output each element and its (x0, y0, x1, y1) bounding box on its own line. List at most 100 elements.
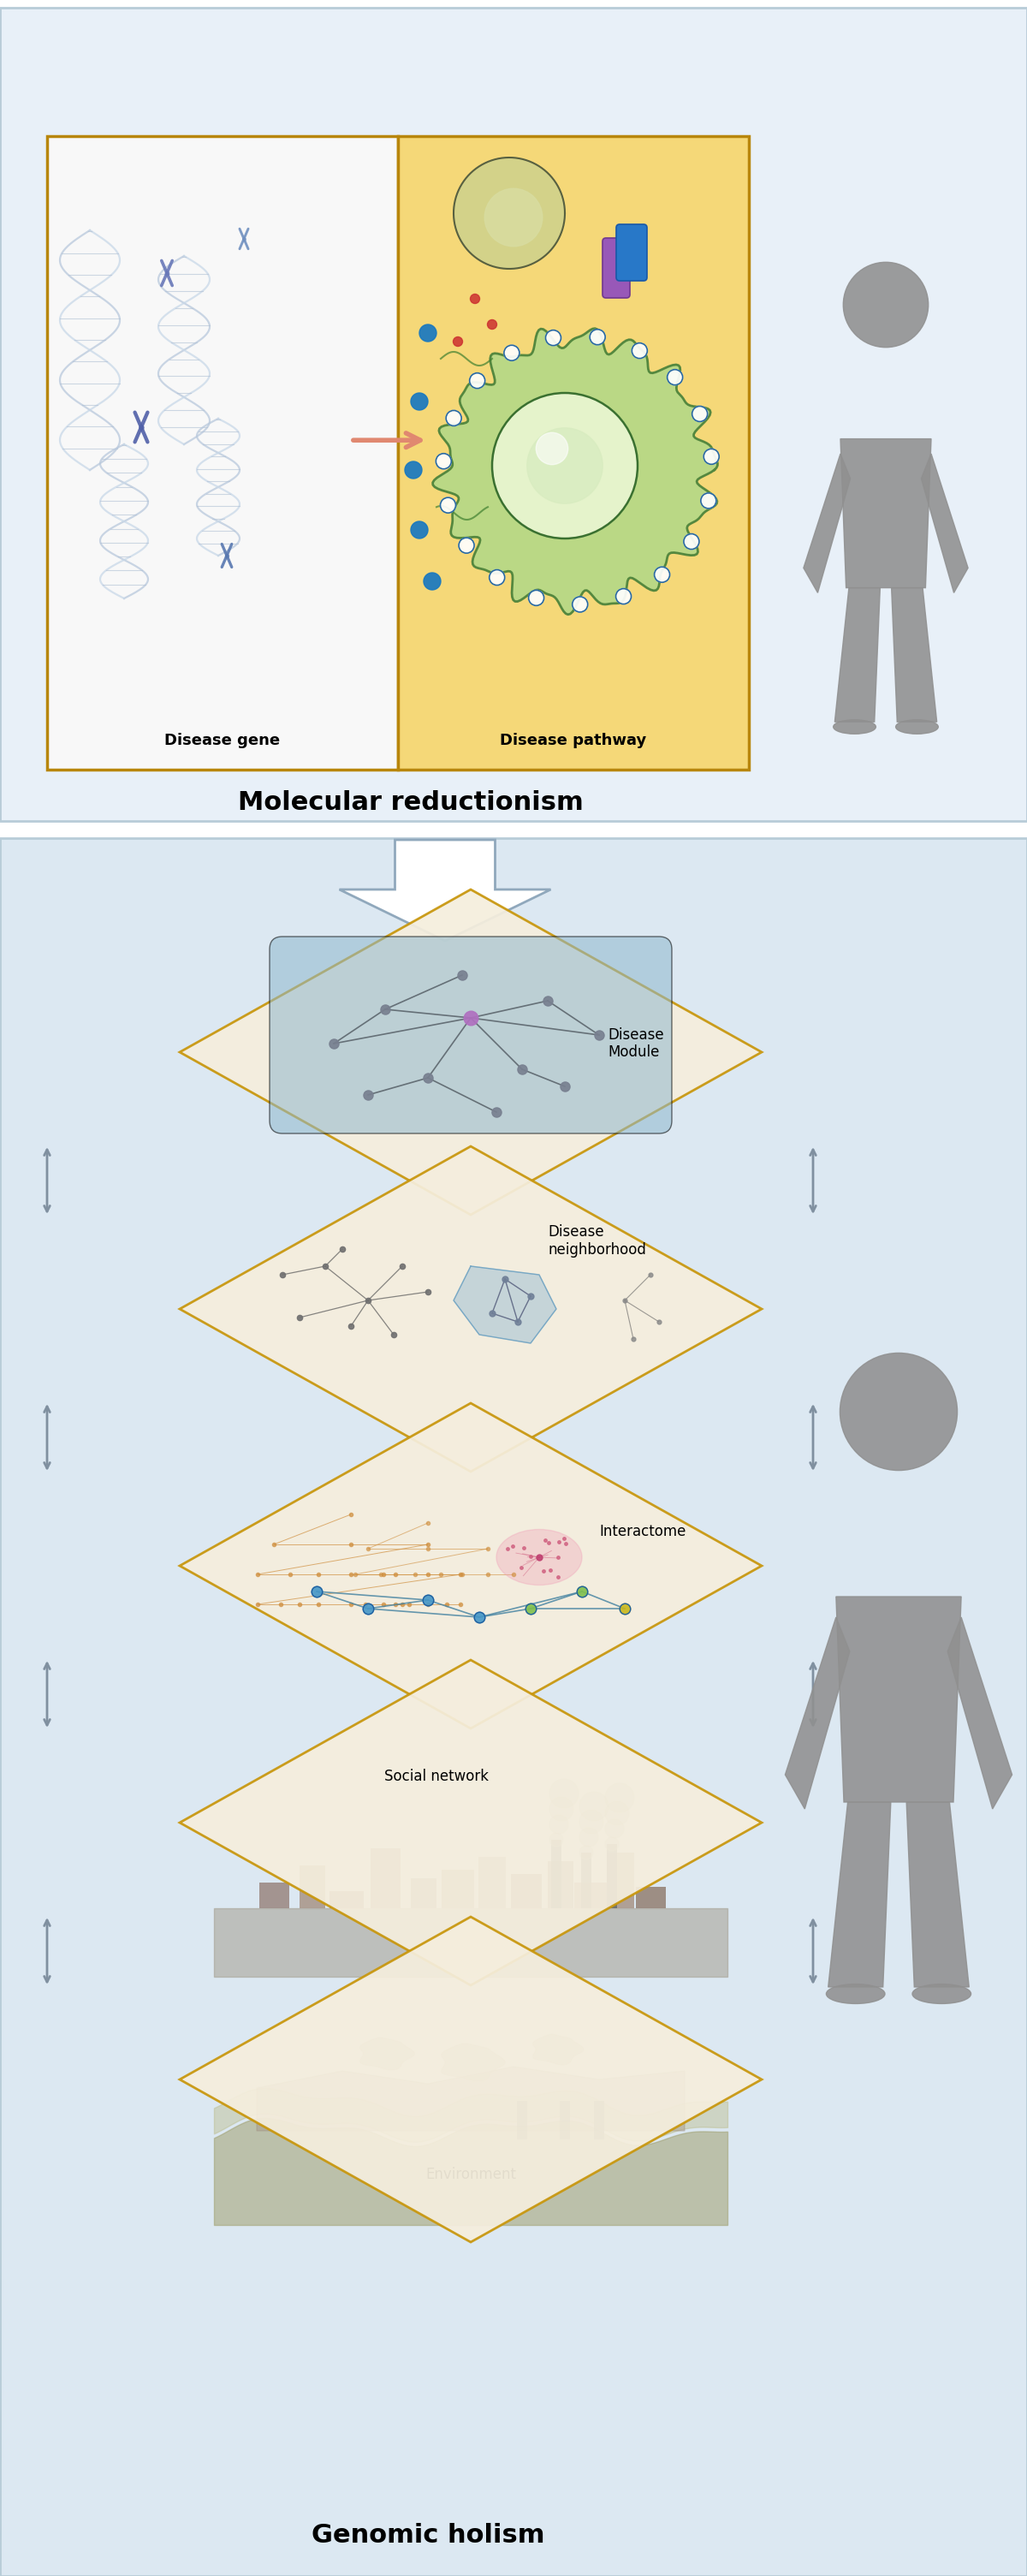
Circle shape (504, 345, 520, 361)
FancyBboxPatch shape (517, 2102, 527, 2141)
Text: Environment: Environment (425, 2166, 517, 2182)
Circle shape (700, 492, 716, 507)
Circle shape (453, 337, 462, 345)
Circle shape (549, 1798, 573, 1821)
FancyBboxPatch shape (411, 1878, 436, 1909)
Polygon shape (432, 330, 718, 616)
Circle shape (579, 1847, 594, 1860)
Polygon shape (454, 157, 565, 268)
Circle shape (405, 461, 422, 479)
Ellipse shape (827, 1984, 885, 2004)
Polygon shape (257, 2066, 685, 2130)
Polygon shape (180, 1659, 762, 1986)
Circle shape (843, 263, 928, 348)
FancyBboxPatch shape (47, 137, 397, 770)
Polygon shape (180, 1146, 762, 1471)
Text: Disease pathway: Disease pathway (500, 732, 647, 747)
FancyBboxPatch shape (397, 137, 749, 770)
Circle shape (616, 590, 632, 603)
FancyBboxPatch shape (560, 2102, 570, 2141)
Circle shape (692, 407, 708, 422)
Polygon shape (840, 438, 931, 587)
Polygon shape (948, 1618, 1012, 1808)
FancyBboxPatch shape (330, 1891, 364, 1909)
Text: Disease gene: Disease gene (164, 732, 280, 747)
Text: Molecular reductionism: Molecular reductionism (238, 791, 583, 814)
Polygon shape (180, 889, 762, 1216)
FancyBboxPatch shape (370, 1850, 401, 1909)
Text: Social network: Social network (384, 1770, 489, 1785)
FancyBboxPatch shape (511, 1873, 542, 1909)
Polygon shape (180, 1917, 762, 2241)
Circle shape (840, 1352, 957, 1471)
Polygon shape (533, 2035, 584, 2063)
Text: Disease
Module: Disease Module (608, 1028, 663, 1061)
Polygon shape (180, 1404, 762, 1728)
FancyBboxPatch shape (616, 224, 647, 281)
Polygon shape (803, 453, 850, 592)
Circle shape (469, 374, 485, 389)
FancyBboxPatch shape (636, 1886, 665, 1909)
FancyBboxPatch shape (442, 1870, 474, 1909)
FancyBboxPatch shape (0, 837, 1027, 2576)
FancyBboxPatch shape (594, 2102, 604, 2141)
Circle shape (605, 1819, 624, 1839)
Circle shape (549, 1780, 578, 1808)
Circle shape (411, 394, 428, 410)
Circle shape (459, 538, 474, 554)
Circle shape (536, 433, 568, 464)
Circle shape (411, 520, 428, 538)
FancyBboxPatch shape (607, 1844, 617, 1909)
Circle shape (446, 410, 461, 425)
FancyBboxPatch shape (547, 1860, 573, 1909)
FancyBboxPatch shape (581, 1852, 592, 1909)
Circle shape (579, 1829, 598, 1847)
Circle shape (489, 569, 504, 585)
Circle shape (654, 567, 670, 582)
Polygon shape (339, 840, 550, 940)
Circle shape (441, 497, 456, 513)
Circle shape (579, 1793, 608, 1821)
FancyBboxPatch shape (574, 1883, 607, 1909)
Circle shape (589, 330, 605, 345)
FancyBboxPatch shape (479, 1857, 506, 1909)
FancyBboxPatch shape (269, 938, 672, 1133)
Circle shape (605, 1801, 629, 1826)
Circle shape (529, 590, 544, 605)
Polygon shape (828, 1803, 890, 1986)
Circle shape (605, 1783, 635, 1814)
Polygon shape (921, 453, 968, 592)
Circle shape (579, 1811, 603, 1834)
Circle shape (485, 188, 542, 247)
Text: Interactome: Interactome (599, 1525, 686, 1540)
Polygon shape (836, 1597, 961, 1803)
Circle shape (605, 1837, 618, 1852)
Polygon shape (786, 1618, 849, 1808)
Circle shape (527, 428, 603, 502)
FancyBboxPatch shape (0, 8, 1027, 822)
Circle shape (435, 453, 451, 469)
Polygon shape (454, 1267, 557, 1342)
Ellipse shape (833, 719, 876, 734)
Circle shape (419, 325, 436, 343)
FancyBboxPatch shape (300, 1865, 326, 1909)
Text: Disease
neighborhood: Disease neighborhood (547, 1224, 646, 1257)
Circle shape (470, 294, 480, 304)
Polygon shape (442, 2043, 505, 2081)
Text: Genomic holism: Genomic holism (311, 2522, 544, 2548)
Circle shape (549, 1816, 568, 1834)
Circle shape (668, 368, 683, 384)
Circle shape (492, 394, 638, 538)
Circle shape (632, 343, 647, 358)
Ellipse shape (496, 1530, 582, 1584)
FancyBboxPatch shape (551, 1839, 562, 1909)
FancyBboxPatch shape (603, 237, 630, 299)
Polygon shape (891, 587, 937, 721)
Circle shape (684, 533, 699, 549)
Circle shape (549, 1834, 563, 1847)
Circle shape (572, 598, 587, 613)
FancyBboxPatch shape (607, 1852, 635, 1909)
FancyBboxPatch shape (259, 1883, 289, 1909)
Ellipse shape (896, 719, 939, 734)
Circle shape (424, 572, 441, 590)
